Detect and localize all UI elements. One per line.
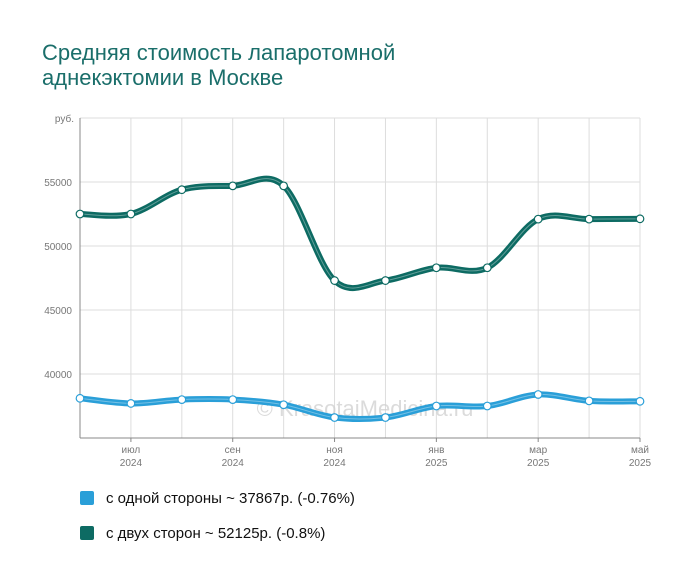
data-point-two-sides bbox=[177, 185, 187, 195]
legend-label-one-side: с одной стороны ~ 37867р. (-0.76%) bbox=[106, 489, 355, 507]
legend-label-two-sides: с двух сторон ~ 52125р. (-0.8%) bbox=[106, 524, 326, 542]
data-point-one-side bbox=[584, 396, 594, 406]
legend-swatch-one-side bbox=[80, 491, 94, 505]
data-point-one-side bbox=[75, 393, 85, 403]
x-tick-label-year: 2025 bbox=[425, 458, 448, 469]
data-point-one-side bbox=[126, 399, 136, 408]
data-point-one-side bbox=[635, 396, 645, 406]
data-point-two-sides bbox=[431, 263, 441, 273]
data-point-two-sides bbox=[228, 181, 238, 191]
x-tick-label-year: 2024 bbox=[323, 458, 346, 469]
data-point-one-side bbox=[482, 401, 492, 411]
data-point-two-sides bbox=[279, 181, 289, 191]
data-point-one-side bbox=[279, 400, 289, 410]
x-tick-label-month: мар bbox=[529, 445, 547, 456]
series-line-two-sides bbox=[77, 175, 643, 292]
y-tick-label: 45000 bbox=[44, 306, 72, 317]
x-tick-label-month: июл bbox=[122, 445, 141, 456]
data-point-two-sides bbox=[584, 214, 594, 224]
y-tick-label: 50000 bbox=[44, 242, 72, 253]
data-point-one-side bbox=[330, 413, 339, 422]
legend-item-two-sides[interactable]: с двух сторон ~ 52125р. (-0.8%) bbox=[80, 523, 355, 543]
x-tick-label-month: ноя bbox=[326, 445, 343, 456]
x-tick-label-month: май bbox=[631, 445, 649, 456]
data-point-two-sides bbox=[330, 276, 339, 285]
y-unit-label: руб. bbox=[55, 113, 74, 125]
chart-title-line-2: аднекэктомии в Москве bbox=[42, 65, 284, 90]
x-tick-label-year: 2024 bbox=[120, 458, 143, 469]
chart-title: Средняя стоимость лапаротомной аднекэкто… bbox=[42, 40, 602, 90]
chart-title-line-1: Средняя стоимость лапаротомной bbox=[42, 40, 396, 65]
data-point-two-sides bbox=[75, 209, 85, 219]
x-tick-label-month: сен bbox=[225, 445, 241, 456]
x-tick-label-month: янв bbox=[428, 445, 444, 456]
data-point-one-side bbox=[431, 401, 441, 411]
data-point-two-sides bbox=[126, 209, 136, 219]
data-point-one-side bbox=[381, 413, 390, 422]
legend: с одной стороны ~ 37867р. (-0.76%) с дву… bbox=[80, 488, 355, 558]
data-point-one-side bbox=[177, 395, 187, 405]
data-point-two-sides bbox=[533, 214, 543, 224]
y-tick-label: 40000 bbox=[44, 370, 72, 381]
x-tick-label-year: 2024 bbox=[222, 458, 245, 469]
legend-swatch-two-sides bbox=[80, 526, 94, 540]
x-tick-label-year: 2025 bbox=[629, 458, 652, 469]
y-tick-label: 55000 bbox=[44, 178, 72, 189]
data-point-two-sides bbox=[381, 276, 390, 285]
data-point-one-side bbox=[228, 395, 238, 405]
line-chart: 40000 45000 50000 55000 руб. июл 2024 сен 2024 но… bbox=[44, 113, 652, 469]
data-point-one-side bbox=[533, 390, 543, 399]
x-tick-label-year: 2025 bbox=[527, 458, 550, 469]
legend-item-one-side[interactable]: с одной стороны ~ 37867р. (-0.76%) bbox=[80, 488, 355, 508]
data-point-two-sides bbox=[635, 214, 645, 224]
data-point-two-sides bbox=[482, 263, 492, 273]
